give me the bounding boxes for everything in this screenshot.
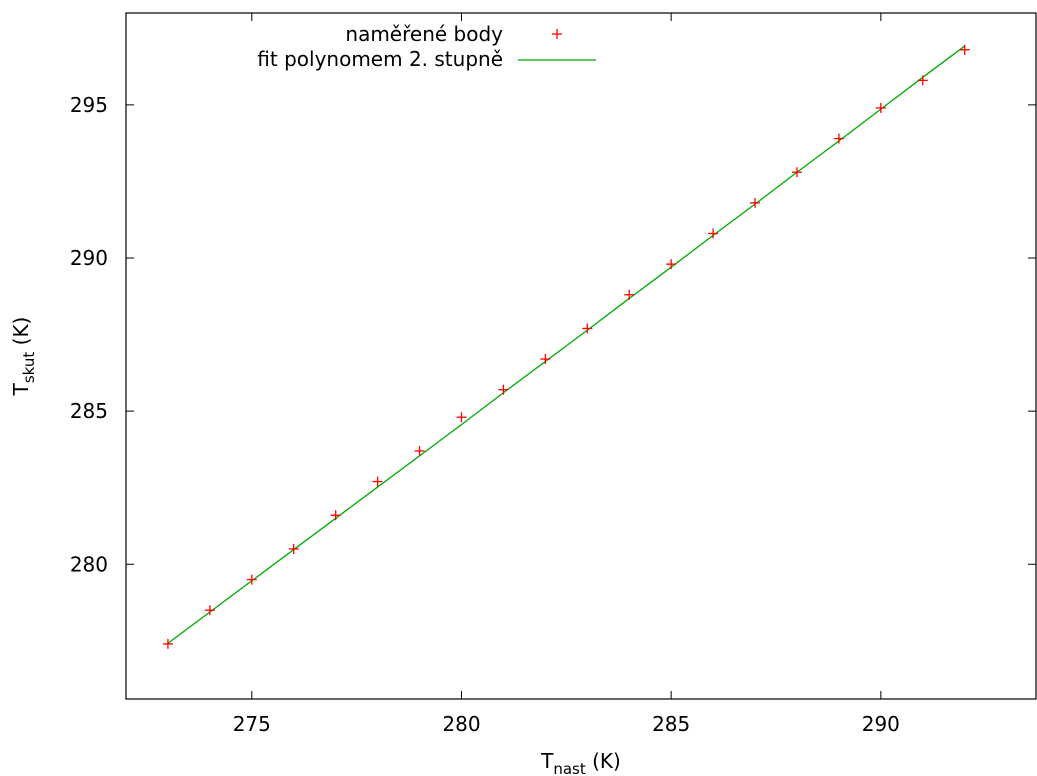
data-point (330, 510, 341, 521)
legend-label-fit: fit polynomem 2. stupně (257, 47, 503, 71)
y-axis-label: Tskut (K) (9, 317, 38, 397)
legend-marker-points (552, 29, 562, 39)
data-point (624, 289, 635, 300)
x-axis-label-main: T (540, 749, 554, 773)
y-tick-label: 285 (70, 399, 108, 423)
legend: naměřené body fit polynomem 2. stupně (257, 22, 596, 71)
points-layer (162, 44, 970, 649)
plot-frame (125, 12, 1037, 700)
data-point (875, 102, 886, 113)
data-point (456, 412, 467, 423)
data-point (959, 44, 970, 55)
data-point (582, 323, 593, 334)
data-point (372, 476, 383, 487)
y-tick-label: 295 (70, 93, 108, 117)
data-point (288, 543, 299, 554)
data-point (917, 75, 928, 86)
x-tick-label: 285 (652, 712, 690, 736)
y-axis-label-unit: (K) (9, 317, 33, 352)
data-point (204, 605, 215, 616)
y-tick-label: 280 (70, 552, 108, 576)
x-tick-label: 280 (442, 712, 480, 736)
data-point (162, 638, 173, 649)
fit-layer (167, 45, 966, 644)
data-point (246, 574, 257, 585)
x-tick-label: 290 (862, 712, 900, 736)
data-point (414, 445, 425, 456)
x-axis-label-sub: nast (553, 760, 586, 776)
data-point (498, 384, 509, 395)
data-point (750, 197, 761, 208)
y-axis-label-sub: skut (20, 352, 38, 384)
y-tick-label: 290 (70, 246, 108, 270)
data-point (666, 259, 677, 270)
data-point (540, 354, 551, 365)
data-point (833, 133, 844, 144)
data-point (791, 167, 802, 178)
fit-line (167, 45, 966, 644)
y-axis-label-main: T (9, 382, 33, 396)
x-axis-label-unit: (K) (586, 749, 621, 773)
x-axis-label: Tnast (K) (540, 749, 621, 776)
legend-label-points: naměřené body (345, 22, 503, 46)
data-point (708, 228, 719, 239)
x-tick-label: 275 (233, 712, 271, 736)
ticks: 275 280 285 290 280 285 290 295 (70, 13, 1036, 736)
